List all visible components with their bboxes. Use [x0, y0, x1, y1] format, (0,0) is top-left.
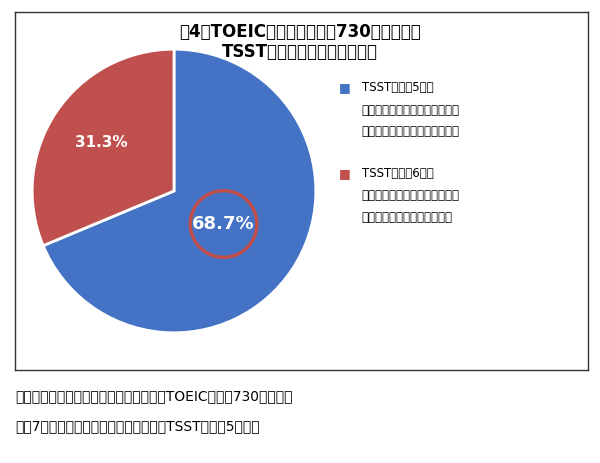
- Text: TSSTレベル6以上: TSSTレベル6以上: [362, 167, 434, 180]
- Text: リスニング・リーディングが得意な人（TOEICテスト730点以上）: リスニング・リーディングが得意な人（TOEICテスト730点以上）: [15, 389, 293, 403]
- Text: を使って業務が遂行できる）: を使って業務が遂行できる）: [362, 211, 453, 224]
- Text: TSSTレベル5以下: TSSTレベル5以下: [362, 81, 433, 94]
- Text: ■: ■: [339, 167, 351, 180]
- Wedge shape: [32, 49, 174, 246]
- Text: を使った業務の遂行は難しい）: を使った業務の遂行は難しい）: [362, 125, 460, 138]
- Text: 围4　TOEICテストスコア「730点以上」の: 围4 TOEICテストスコア「730点以上」の: [179, 24, 421, 41]
- Text: 68.7%: 68.7%: [192, 215, 255, 233]
- Text: （＝スピーキング力の面で英語: （＝スピーキング力の面で英語: [362, 104, 460, 117]
- Wedge shape: [43, 49, 316, 333]
- Text: ■: ■: [339, 81, 351, 94]
- Text: 31.3%: 31.3%: [74, 135, 127, 150]
- Text: TSST受験者のスピーキング力: TSST受験者のスピーキング力: [222, 43, 378, 61]
- Text: の約7割は、英語スピーキングが苦手（TSSTレベル5以下）: の約7割は、英語スピーキングが苦手（TSSTレベル5以下）: [15, 419, 260, 433]
- Text: （＝スピーキング力の面で英語: （＝スピーキング力の面で英語: [362, 189, 460, 202]
